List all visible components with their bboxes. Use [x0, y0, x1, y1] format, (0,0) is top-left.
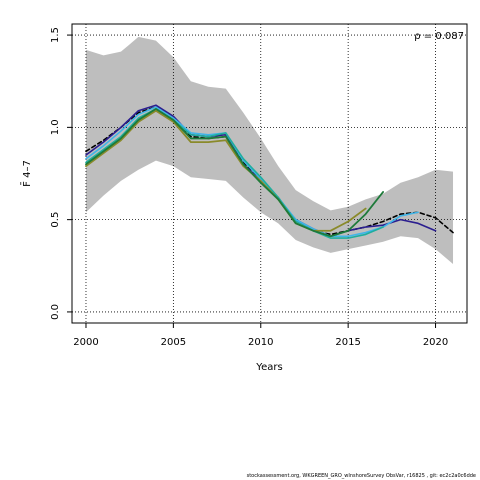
x-axis-label: Years — [255, 362, 282, 373]
plot-frame — [71, 23, 468, 324]
y-tick-label: 1.5 — [50, 27, 61, 43]
axis-layer: 2000 2005 2010 2015 2020 0.0 0.5 1.0 1.5 — [50, 27, 448, 348]
y-tick-label: 0.5 — [50, 212, 61, 228]
x-tick-label: 2020 — [423, 337, 448, 348]
confidence-band — [85, 36, 454, 264]
grid-layer — [72, 24, 467, 323]
series-line-6 — [85, 108, 385, 238]
series-line-5 — [85, 109, 367, 232]
y-tick-label: 0.0 — [50, 304, 61, 320]
confidence-band-layer — [85, 36, 454, 264]
series-line-4 — [85, 108, 384, 239]
x-tick-label: 2005 — [161, 337, 186, 348]
y-axis-label: F̄ 4–7 — [20, 160, 33, 187]
x-tick-label: 2010 — [248, 337, 273, 348]
footer-credit: stockassessment.org, WKGREEN_GRO_wInshor… — [246, 473, 476, 479]
y-tick-label: 1.0 — [50, 119, 61, 135]
x-tick-label: 2015 — [335, 337, 360, 348]
series-line-3 — [85, 106, 419, 238]
x-tick-label: 2000 — [73, 337, 98, 348]
rho-annotation: ρ = 0.087 — [414, 31, 464, 42]
series-layer — [85, 104, 454, 239]
